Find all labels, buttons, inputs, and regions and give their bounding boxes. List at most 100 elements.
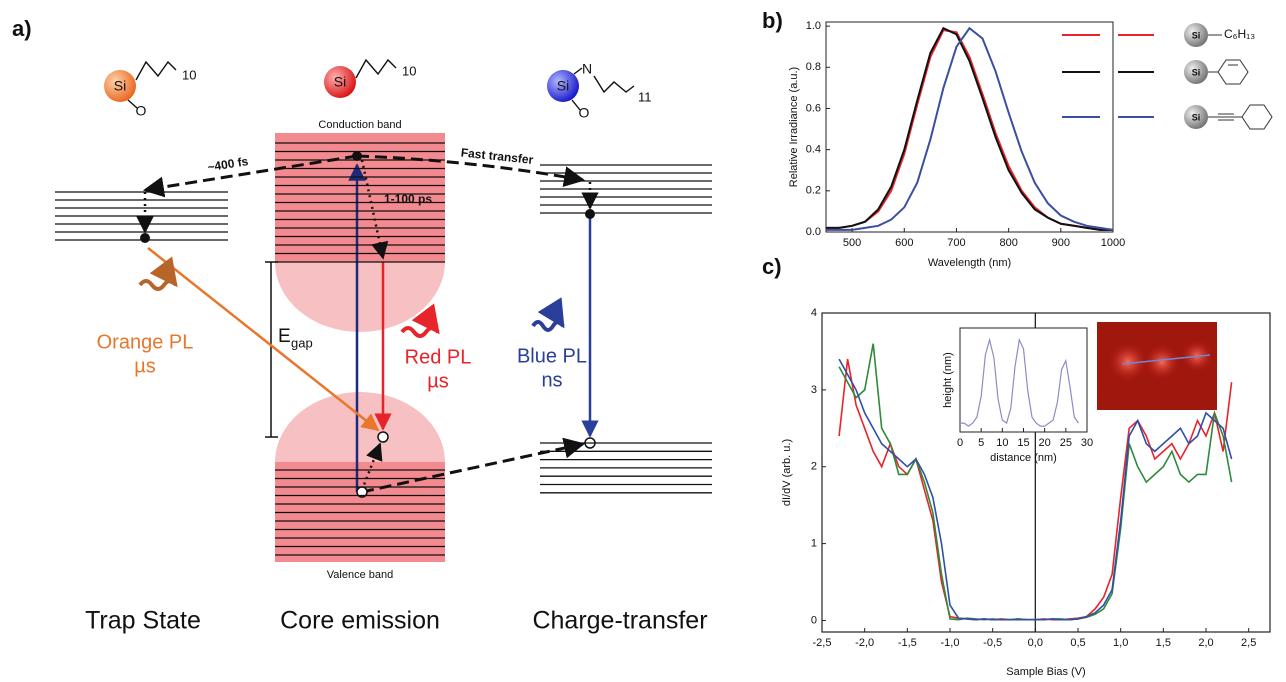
molecule-label: Si bbox=[557, 78, 569, 94]
legend-si: Si bbox=[1192, 112, 1201, 122]
fast-transfer bbox=[356, 154, 586, 188]
particle bbox=[1144, 344, 1180, 380]
y-tick-label: 0.8 bbox=[806, 61, 821, 73]
x-tick-label: 20 bbox=[1039, 437, 1051, 449]
electron bbox=[352, 151, 362, 161]
profile-line bbox=[1121, 354, 1211, 365]
y-tick-label: 0 bbox=[811, 614, 817, 626]
x-tick-label: 600 bbox=[895, 237, 913, 249]
x-tick-label: 1,5 bbox=[1156, 637, 1171, 649]
x-tick-label: 30 bbox=[1081, 437, 1093, 449]
x-tick-label: 700 bbox=[947, 237, 965, 249]
x-tick-label: -1,0 bbox=[941, 637, 960, 649]
mechanism-label: Core emission bbox=[280, 607, 440, 635]
time-label: ~400 fs bbox=[207, 154, 250, 174]
x-tick-label: 1,0 bbox=[1113, 637, 1128, 649]
atom-label: O bbox=[579, 105, 590, 121]
x-tick-label: 5 bbox=[978, 437, 984, 449]
chain-index: 10 bbox=[402, 63, 416, 78]
chain-index: 10 bbox=[182, 67, 196, 82]
valence-tail bbox=[275, 392, 445, 462]
legend-structures bbox=[1184, 23, 1273, 130]
band-label: Conduction band bbox=[318, 119, 401, 131]
egap-label: E bbox=[278, 326, 291, 347]
si-sphere bbox=[547, 70, 579, 102]
y-tick-label: 1 bbox=[811, 538, 817, 550]
y-axis-label: dI/dV (arb. u.) bbox=[781, 439, 793, 506]
chart: 500 600 700 800 900 1000 0.0 0.2 0.4 0.6 0.8 1.0 Wav… bbox=[788, 20, 1125, 269]
molecule-label: Si bbox=[114, 78, 126, 94]
x-tick-label: 0 bbox=[957, 437, 963, 449]
x-tick-label: -2,0 bbox=[855, 637, 874, 649]
chain bbox=[571, 67, 635, 111]
x-tick-label: 1000 bbox=[1101, 237, 1125, 249]
electron bbox=[585, 209, 595, 219]
si-sphere bbox=[1184, 60, 1208, 84]
legend-si: Si bbox=[1192, 30, 1201, 40]
hole bbox=[377, 431, 389, 443]
x-tick-label: 0,5 bbox=[1070, 637, 1085, 649]
egap-label: gap bbox=[291, 335, 313, 350]
diagram: Si Si Si 10 10 11 O O N Conduction band … bbox=[55, 58, 712, 635]
legend-label: C₆H₁₃ bbox=[1224, 27, 1255, 41]
si-sphere bbox=[1184, 23, 1208, 47]
mechanism-label: Trap State bbox=[85, 607, 201, 635]
chain-index: 11 bbox=[638, 89, 652, 104]
band-label: Valence band bbox=[327, 569, 393, 581]
photon bbox=[138, 256, 178, 291]
x-tick-label: 2,0 bbox=[1198, 637, 1213, 649]
pl-time: ns bbox=[541, 369, 562, 391]
y-tick-label: 3 bbox=[811, 384, 817, 396]
series-line bbox=[838, 358, 1233, 621]
y-axis-label: height (nm) bbox=[942, 352, 954, 408]
y-tick-label: 0.0 bbox=[806, 226, 821, 238]
conduction-tail bbox=[275, 262, 445, 332]
y-tick-label: 0.2 bbox=[806, 185, 821, 197]
pl-label: Red PL bbox=[405, 346, 472, 368]
x-tick-label: -2,5 bbox=[813, 637, 832, 649]
x-tick-label: 25 bbox=[1060, 437, 1072, 449]
x-tick-label: 0,0 bbox=[1028, 637, 1043, 649]
plot-frame bbox=[821, 312, 1271, 633]
photon bbox=[400, 303, 440, 338]
hole-transfer bbox=[361, 437, 586, 494]
chart: 0 5 10 15 20 25 30 distance (nm) height (nm) bbox=[942, 327, 1093, 464]
pl-label: Orange PL bbox=[97, 331, 194, 353]
x-tick-label: 10 bbox=[996, 437, 1008, 449]
mechanism-label: Charge-transfer bbox=[532, 607, 707, 635]
photon bbox=[531, 297, 565, 332]
si-sphere bbox=[324, 66, 356, 98]
pl-time: µs bbox=[134, 355, 156, 377]
y-tick-label: 4 bbox=[811, 307, 817, 319]
panel-label: b) bbox=[762, 8, 783, 33]
x-tick-label: 500 bbox=[843, 237, 861, 249]
phenyl bbox=[1208, 59, 1249, 85]
pl-time: µs bbox=[427, 370, 449, 392]
x-tick-label: 900 bbox=[1052, 237, 1070, 249]
chart: -2,5 -2,0 -1,5 -1,0 -0,5 0,0 0,5 1,0 1,5 2,0 2,5 0 1… bbox=[781, 307, 1271, 678]
hole-relax bbox=[360, 442, 383, 491]
y-tick-label: 0.6 bbox=[806, 102, 821, 114]
y-axis-label: Relative Irradiance (a.u.) bbox=[788, 67, 800, 187]
phenyl-ethynyl bbox=[1208, 104, 1273, 130]
si-sphere bbox=[1184, 105, 1208, 129]
x-axis-label: distance (nm) bbox=[990, 452, 1057, 464]
plot-frame bbox=[825, 21, 1114, 233]
particle bbox=[1108, 342, 1148, 382]
x-tick-label: 800 bbox=[999, 237, 1017, 249]
x-tick-label: -0,5 bbox=[983, 637, 1002, 649]
panel-label: c) bbox=[762, 254, 782, 279]
x-tick-label: 15 bbox=[1017, 437, 1029, 449]
series-line bbox=[826, 26, 1114, 231]
molecule-label: Si bbox=[334, 74, 346, 90]
x-axis-label: Wavelength (nm) bbox=[928, 257, 1011, 269]
x-tick-label: 2,5 bbox=[1241, 637, 1256, 649]
series-line bbox=[826, 26, 1113, 231]
y-tick-label: 2 bbox=[811, 461, 817, 473]
series-line bbox=[960, 337, 1079, 427]
si-sphere bbox=[104, 70, 136, 102]
electron bbox=[140, 233, 150, 243]
x-axis-label: Sample Bias (V) bbox=[1006, 666, 1085, 678]
plot-frame bbox=[959, 327, 1088, 433]
